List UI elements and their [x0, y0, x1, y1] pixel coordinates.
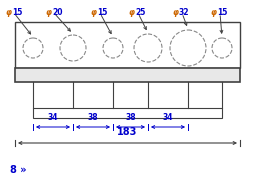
Text: 15: 15 — [12, 8, 22, 17]
Text: 183: 183 — [117, 127, 138, 137]
Text: φ: φ — [128, 8, 134, 17]
Text: φ: φ — [45, 8, 51, 17]
Bar — [33, 108, 222, 118]
Text: 20: 20 — [52, 8, 62, 17]
Text: 8 »: 8 » — [10, 165, 27, 175]
Text: 38: 38 — [88, 113, 98, 122]
Text: φ: φ — [210, 8, 216, 17]
Bar — [15, 22, 240, 68]
Text: 15: 15 — [97, 8, 107, 17]
Text: φ: φ — [90, 8, 96, 17]
Bar — [15, 68, 240, 82]
Text: φ: φ — [172, 8, 178, 17]
Text: 32: 32 — [179, 8, 189, 17]
Text: 34: 34 — [48, 113, 58, 122]
Text: 15: 15 — [217, 8, 227, 17]
Text: φ: φ — [5, 8, 11, 17]
Text: 38: 38 — [125, 113, 136, 122]
Text: 25: 25 — [135, 8, 145, 17]
Text: 34: 34 — [163, 113, 173, 122]
